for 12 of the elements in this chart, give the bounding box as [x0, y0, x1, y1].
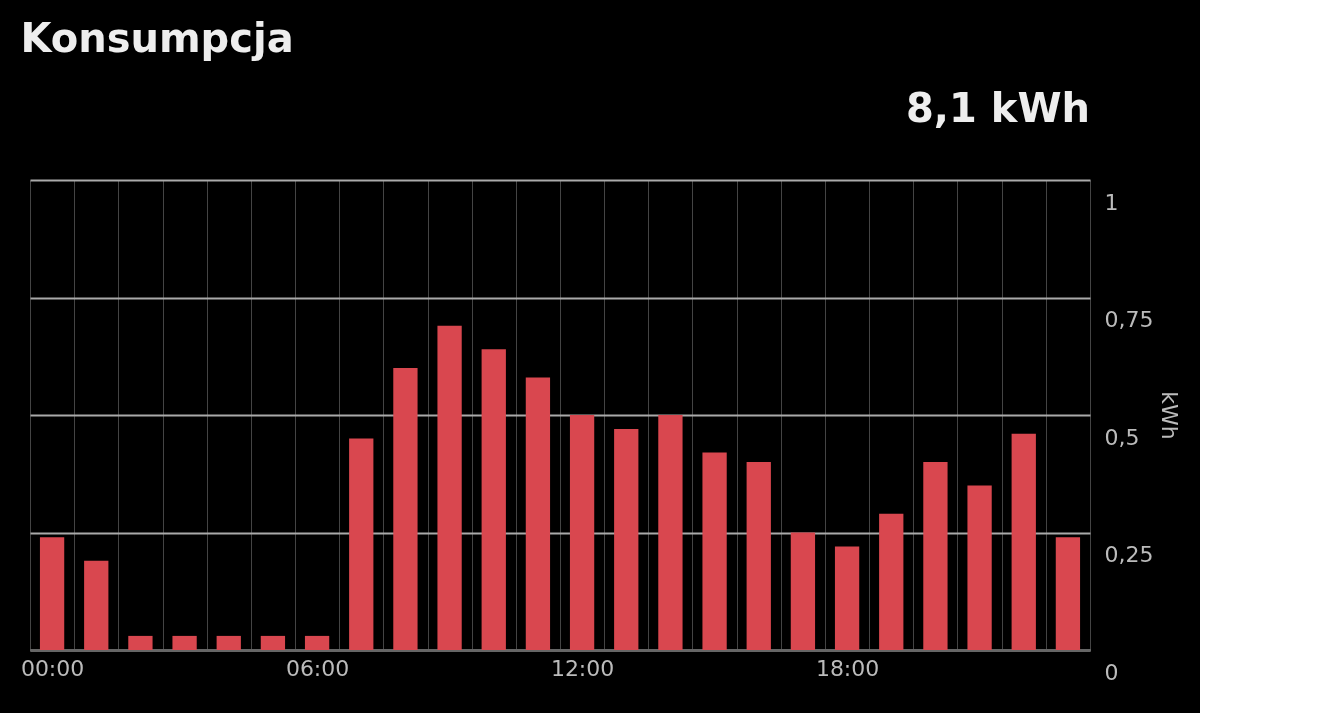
x-tick-label: 12:00 — [550, 655, 615, 681]
y-tick-label: 0 — [1104, 659, 1119, 685]
x-tick-label: 00:00 — [20, 655, 85, 681]
y-axis-title: kWh — [1157, 391, 1183, 440]
chart-title: Konsumpcja — [20, 15, 294, 61]
y-tick-label: 0,75 — [1104, 307, 1154, 332]
y-tick-label: 0,5 — [1104, 424, 1140, 450]
text: 8,1 kWh — [906, 85, 1090, 131]
x-tick-label: 06:00 — [285, 655, 350, 681]
y-tick-label: 1 — [1104, 189, 1119, 215]
x-tick-label: 18:00 — [815, 655, 880, 681]
y-tick-label: 0,25 — [1104, 542, 1154, 567]
